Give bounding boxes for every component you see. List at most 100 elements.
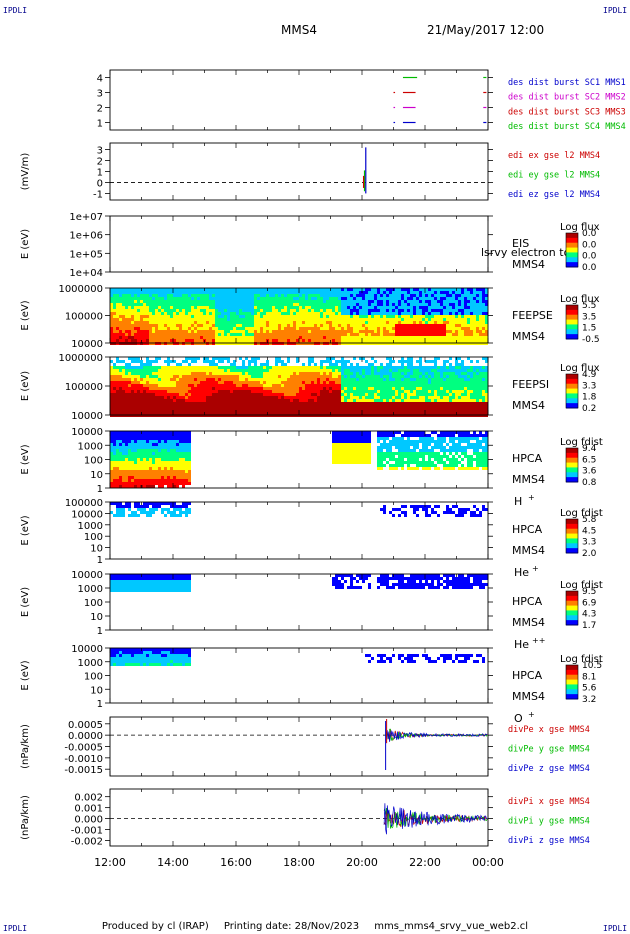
heatmap-cell bbox=[134, 411, 137, 414]
heatmap-cell bbox=[365, 297, 368, 300]
heatmap-cell bbox=[254, 327, 257, 330]
heatmap-cell bbox=[356, 369, 359, 372]
heatmap-cell bbox=[377, 381, 380, 384]
heatmap-cell bbox=[122, 372, 125, 375]
heatmap-cell bbox=[182, 327, 185, 330]
heatmap-cell bbox=[281, 288, 284, 291]
heatmap-cell bbox=[368, 297, 371, 300]
heatmap-cell bbox=[401, 363, 404, 366]
heatmap-cell bbox=[389, 363, 392, 366]
heatmap-cell bbox=[305, 378, 308, 381]
heatmap-cell bbox=[266, 381, 269, 384]
heatmap-cell bbox=[167, 381, 170, 384]
heatmap-cell bbox=[164, 405, 167, 408]
heatmap-cell bbox=[305, 390, 308, 393]
heatmap-cell bbox=[449, 399, 452, 402]
heatmap-cell bbox=[272, 291, 275, 294]
heatmap-cell bbox=[185, 336, 188, 339]
heatmap-cell bbox=[401, 330, 404, 333]
heatmap-cell bbox=[437, 309, 440, 312]
heatmap-cell bbox=[458, 414, 461, 417]
heatmap-cell bbox=[413, 399, 416, 402]
heatmap-cell bbox=[296, 390, 299, 393]
heatmap-cell bbox=[416, 333, 419, 336]
heatmap-cell bbox=[230, 402, 233, 405]
heatmap-cell bbox=[440, 306, 443, 309]
heatmap-cell bbox=[335, 330, 338, 333]
heatmap-cell bbox=[428, 384, 431, 387]
heatmap-cell bbox=[332, 393, 335, 396]
heatmap-cell bbox=[398, 405, 401, 408]
heatmap-cell bbox=[332, 366, 335, 369]
heatmap-cell bbox=[116, 291, 119, 294]
heatmap-cell bbox=[176, 321, 179, 324]
heatmap-cell bbox=[389, 339, 392, 342]
heatmap-cell bbox=[428, 414, 431, 417]
heatmap-cell bbox=[248, 300, 251, 303]
heatmap-cell bbox=[380, 297, 383, 300]
heatmap-cell bbox=[335, 402, 338, 405]
heatmap-cell bbox=[131, 414, 134, 417]
heatmap-cell bbox=[239, 339, 242, 342]
heatmap-cell bbox=[446, 378, 449, 381]
heatmap-cell bbox=[269, 402, 272, 405]
heatmap-cell bbox=[191, 321, 194, 324]
heatmap-cell bbox=[131, 387, 134, 390]
heatmap-cell bbox=[365, 387, 368, 390]
heatmap-cell bbox=[212, 402, 215, 405]
heatmap-cell bbox=[113, 369, 116, 372]
heatmap-cell bbox=[437, 303, 440, 306]
heatmap-cell bbox=[407, 396, 410, 399]
instrument-label: MMS4 bbox=[512, 330, 545, 343]
heatmap-cell bbox=[389, 399, 392, 402]
heatmap-cell bbox=[182, 318, 185, 321]
heatmap-cell bbox=[344, 336, 347, 339]
heatmap-cell bbox=[152, 390, 155, 393]
heatmap-cell bbox=[482, 405, 485, 408]
heatmap-cell bbox=[311, 342, 314, 345]
heatmap-cell bbox=[428, 378, 431, 381]
heatmap-cell bbox=[125, 411, 128, 414]
heatmap-cell bbox=[236, 372, 239, 375]
heatmap-cell bbox=[455, 315, 458, 318]
heatmap-cell bbox=[392, 396, 395, 399]
heatmap-cell bbox=[170, 294, 173, 297]
heatmap-cell bbox=[326, 384, 329, 387]
heatmap-cell bbox=[302, 375, 305, 378]
heatmap-cell bbox=[443, 366, 446, 369]
heatmap-cell bbox=[338, 336, 341, 339]
heatmap-cell bbox=[296, 372, 299, 375]
heatmap-cell bbox=[302, 363, 305, 366]
heatmap-cell bbox=[458, 324, 461, 327]
heatmap-cell bbox=[362, 384, 365, 387]
heatmap-cell bbox=[170, 291, 173, 294]
heatmap-cell bbox=[224, 366, 227, 369]
heatmap-cell bbox=[479, 408, 482, 411]
heatmap-cell bbox=[389, 294, 392, 297]
heatmap-cell bbox=[365, 393, 368, 396]
heatmap-cell bbox=[266, 324, 269, 327]
heatmap-cell bbox=[149, 306, 152, 309]
heatmap-cell bbox=[173, 366, 176, 369]
heatmap-cell bbox=[176, 312, 179, 315]
heatmap-cell bbox=[482, 378, 485, 381]
heatmap-cell bbox=[440, 381, 443, 384]
heatmap-cell bbox=[218, 366, 221, 369]
heatmap-cell bbox=[185, 360, 188, 363]
heatmap-cell bbox=[299, 384, 302, 387]
heatmap-cell bbox=[155, 339, 158, 342]
heatmap-cell bbox=[317, 294, 320, 297]
heatmap-cell bbox=[314, 297, 317, 300]
heatmap-cell bbox=[308, 294, 311, 297]
heatmap-cell bbox=[164, 378, 167, 381]
heatmap-cell bbox=[254, 405, 257, 408]
heatmap-cell bbox=[164, 384, 167, 387]
heatmap-cell bbox=[320, 306, 323, 309]
heatmap-cell bbox=[362, 288, 365, 291]
heatmap-cell bbox=[326, 288, 329, 291]
heatmap-cell bbox=[452, 288, 455, 291]
heatmap-cell bbox=[458, 294, 461, 297]
heatmap-cell bbox=[128, 327, 131, 330]
heatmap-cell bbox=[224, 375, 227, 378]
heatmap-cell bbox=[308, 297, 311, 300]
